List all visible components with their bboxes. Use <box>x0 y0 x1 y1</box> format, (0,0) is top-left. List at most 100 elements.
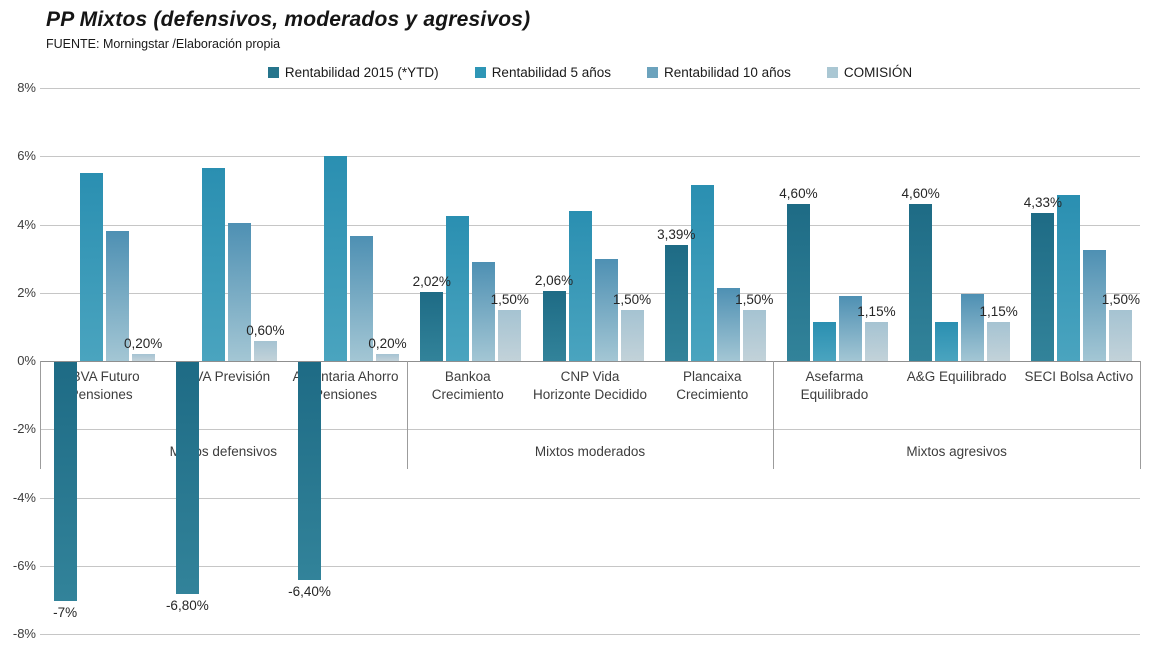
bar-3-5 <box>742 309 766 361</box>
bar-3-8 <box>1109 309 1133 361</box>
gridline <box>40 156 1140 158</box>
y-axis-tick-label: 2% <box>17 284 36 300</box>
category-label: CNP Vida Horizonte Decidido <box>532 369 648 402</box>
bar-1-6 <box>812 321 836 361</box>
data-label: 1,50% <box>490 291 529 307</box>
bar-1-7 <box>935 321 959 361</box>
legend-marker-icon <box>474 66 486 78</box>
bar-0-8 <box>1031 213 1055 361</box>
bar-3-4 <box>620 309 644 361</box>
chart-source: FUENTE: Morningstar /Elaboración propia <box>46 37 281 51</box>
category-group-label: Mixtos defensivos <box>169 444 277 459</box>
bar-2-7 <box>961 294 985 361</box>
category-group-divider <box>40 361 41 469</box>
data-label: 1,15% <box>857 303 896 319</box>
chart-title: PP Mixtos (defensivos, moderados y agres… <box>46 8 531 31</box>
bar-0-3 <box>420 292 444 361</box>
category-label: Plancaixa Crecimiento <box>676 369 749 402</box>
bar-3-7 <box>987 321 1011 361</box>
bar-2-8 <box>1083 250 1107 361</box>
legend-marker-icon <box>647 66 659 78</box>
category-label: BBVA Futuro Pensiones <box>62 369 140 402</box>
y-axis-tick-label: -2% <box>12 421 36 437</box>
data-label: 2,02% <box>412 274 451 290</box>
category-label: Bankoa Crecimiento <box>431 369 504 402</box>
category-group-divider <box>406 361 408 469</box>
data-label: -6,40% <box>288 584 331 600</box>
y-axis-tick-label: 4% <box>17 216 36 232</box>
legend-item: Rentabilidad 10 años <box>647 65 791 80</box>
bar-2-5 <box>716 287 740 361</box>
legend-item: Rentabilidad 5 años <box>474 64 612 80</box>
bar-1-4 <box>568 210 592 361</box>
y-axis-tick-label: 8% <box>17 80 36 95</box>
legend-label: Rentabilidad 10 años <box>664 64 791 80</box>
data-label: 1,50% <box>612 291 652 307</box>
category-label: A&G Equilibrado <box>906 369 1007 384</box>
legend-label: Rentabilidad 2015 (*YTD) <box>284 64 439 80</box>
gridline <box>40 565 1140 567</box>
bar-3-6 <box>864 321 888 361</box>
bar-0-6 <box>786 204 810 361</box>
bar-0-4 <box>542 290 566 361</box>
x-axis-line <box>40 361 1140 362</box>
legend-label: Rentabilidad 5 años <box>491 64 612 80</box>
legend-marker-icon <box>826 66 838 78</box>
bar-1-5 <box>690 185 714 361</box>
y-axis-tick-label: 6% <box>17 148 36 164</box>
y-axis-tick-label: 0% <box>17 353 36 368</box>
y-axis-tick-label: -4% <box>12 489 36 505</box>
gridline <box>40 429 1140 431</box>
y-axis-tick-label: -8% <box>12 626 36 641</box>
data-label: 1,15% <box>979 303 1018 319</box>
gridline <box>40 88 1140 89</box>
legend-item: Rentabilidad 2015 (*YTD) <box>267 64 439 80</box>
data-label: 1,50% <box>1101 291 1141 307</box>
data-label: -6,80% <box>165 598 209 614</box>
legend-label: COMISIÓN <box>843 64 913 80</box>
bar-2-1 <box>227 222 251 361</box>
y-axis-tick-label: -6% <box>12 557 36 573</box>
bar-0-7 <box>909 204 933 361</box>
bar-1-0 <box>79 173 103 361</box>
category-label: SECI Bolsa Activo <box>1024 369 1134 384</box>
data-label: 4,60% <box>779 186 818 202</box>
category-label: BBVA Previsión <box>176 369 271 384</box>
bar-2-4 <box>594 258 618 361</box>
data-label: 0,20% <box>123 336 163 352</box>
category-group-label: Mixtos moderados <box>534 444 646 459</box>
bar-0-0 <box>53 362 77 601</box>
legend-marker-icon <box>267 66 279 78</box>
legend: Rentabilidad 2015 (*YTD) Rentabilidad 5 a… <box>40 62 1140 82</box>
bar-0-1 <box>175 362 199 595</box>
category-label: Asefarma Equilibrado <box>800 369 869 402</box>
data-label: 4,60% <box>901 186 940 202</box>
bar-1-3 <box>446 215 470 361</box>
category-group-label: Mixtos agresivos <box>906 444 1007 459</box>
legend-item: COMISIÓN <box>826 64 913 80</box>
bar-3-2 <box>376 354 400 361</box>
bar-1-1 <box>201 168 225 361</box>
bar-3-1 <box>253 340 277 361</box>
data-label: 3,39% <box>657 227 696 243</box>
data-label: 4,33% <box>1023 195 1063 211</box>
data-label: 0,60% <box>246 322 285 338</box>
gridline <box>40 497 1140 499</box>
bar-2-2 <box>350 236 374 361</box>
category-group-divider <box>1140 361 1141 469</box>
bar-2-3 <box>472 262 496 361</box>
data-label: 2,06% <box>534 272 574 288</box>
category-group-divider <box>773 361 775 469</box>
data-label: 1,50% <box>735 291 774 307</box>
bar-0-2 <box>298 362 322 581</box>
gridline <box>40 634 1140 635</box>
data-label: -7% <box>53 604 78 620</box>
bar-2-6 <box>838 296 862 361</box>
bar-3-3 <box>498 309 522 361</box>
bar-3-0 <box>131 354 155 361</box>
bar-1-2 <box>324 156 348 361</box>
bar-0-5 <box>664 245 688 361</box>
bar-1-8 <box>1057 195 1081 361</box>
